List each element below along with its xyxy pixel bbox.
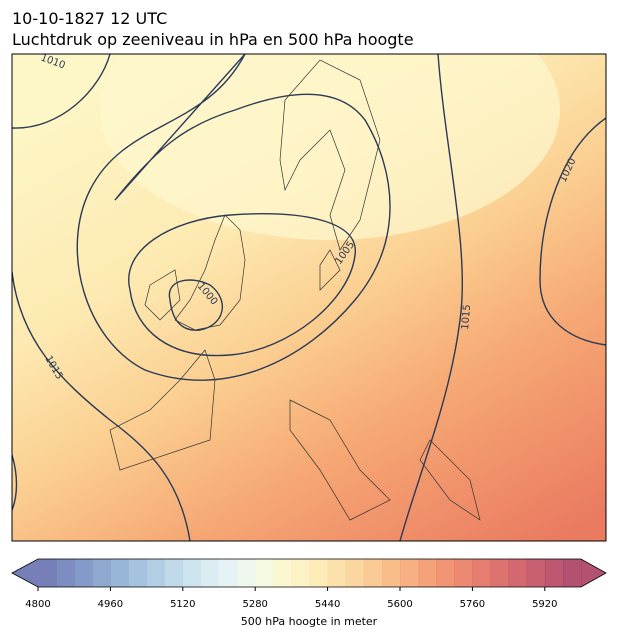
color-bin	[146, 559, 166, 587]
isobar	[12, 271, 191, 541]
color-bin	[255, 559, 274, 587]
color-bin	[182, 559, 202, 587]
color-bin	[526, 559, 546, 587]
date: 10-10-1827 12 UTC	[12, 9, 167, 28]
contour-label: 1015	[460, 304, 473, 330]
tick-label: 5280	[242, 599, 267, 610]
color-bin	[92, 559, 111, 587]
color-bin	[363, 559, 383, 587]
color-bin	[273, 559, 292, 587]
tick-label: 5760	[460, 599, 485, 610]
tick-label: 5920	[532, 599, 557, 610]
color-bin	[38, 559, 57, 587]
color-bin	[381, 559, 401, 587]
color-bin	[110, 559, 129, 587]
colorbar-outline	[11, 558, 607, 588]
tick-label: 5440	[315, 599, 340, 610]
isobar	[12, 54, 111, 129]
color-bin	[219, 559, 238, 587]
isobar	[399, 54, 464, 541]
color-bin	[164, 559, 184, 587]
color-bin	[56, 559, 75, 587]
isobar	[168, 279, 223, 331]
color-bin	[454, 559, 473, 587]
isobar	[12, 454, 18, 511]
map-frame	[11, 53, 607, 542]
color-bin	[562, 559, 582, 587]
title: Luchtdruk op zeeniveau in hPa en 500 hPa…	[12, 30, 414, 49]
color-bin	[237, 559, 256, 587]
color-bin	[74, 559, 93, 587]
color-bin	[418, 559, 437, 587]
isobar	[539, 117, 606, 346]
color-bin	[345, 559, 365, 587]
color-bin	[309, 559, 329, 587]
color-bin	[128, 559, 148, 587]
tick-label: 5120	[170, 599, 195, 610]
isobar	[128, 213, 356, 357]
color-bin	[490, 559, 510, 587]
tick-label: 4960	[98, 599, 123, 610]
color-bin	[508, 559, 528, 587]
color-bin	[291, 559, 310, 587]
color-bin	[400, 559, 419, 587]
tick-label: 5600	[387, 599, 412, 610]
map	[12, 54, 606, 541]
extend-low	[12, 559, 38, 587]
coastline	[109, 59, 481, 521]
color-bin	[436, 559, 455, 587]
ridge	[100, 54, 560, 240]
color-bin	[544, 559, 564, 587]
colorbar-label: 500 hPa hoogte in meter	[241, 615, 378, 628]
tick-label: 4800	[25, 599, 50, 610]
color-bin	[200, 559, 220, 587]
extend-high	[581, 559, 606, 587]
colorbar: 4800 4960 5120 5280 5440 5600 5760 5920	[11, 558, 607, 610]
color-bin	[327, 559, 347, 587]
isobar	[76, 54, 391, 381]
color-bin	[472, 559, 491, 587]
